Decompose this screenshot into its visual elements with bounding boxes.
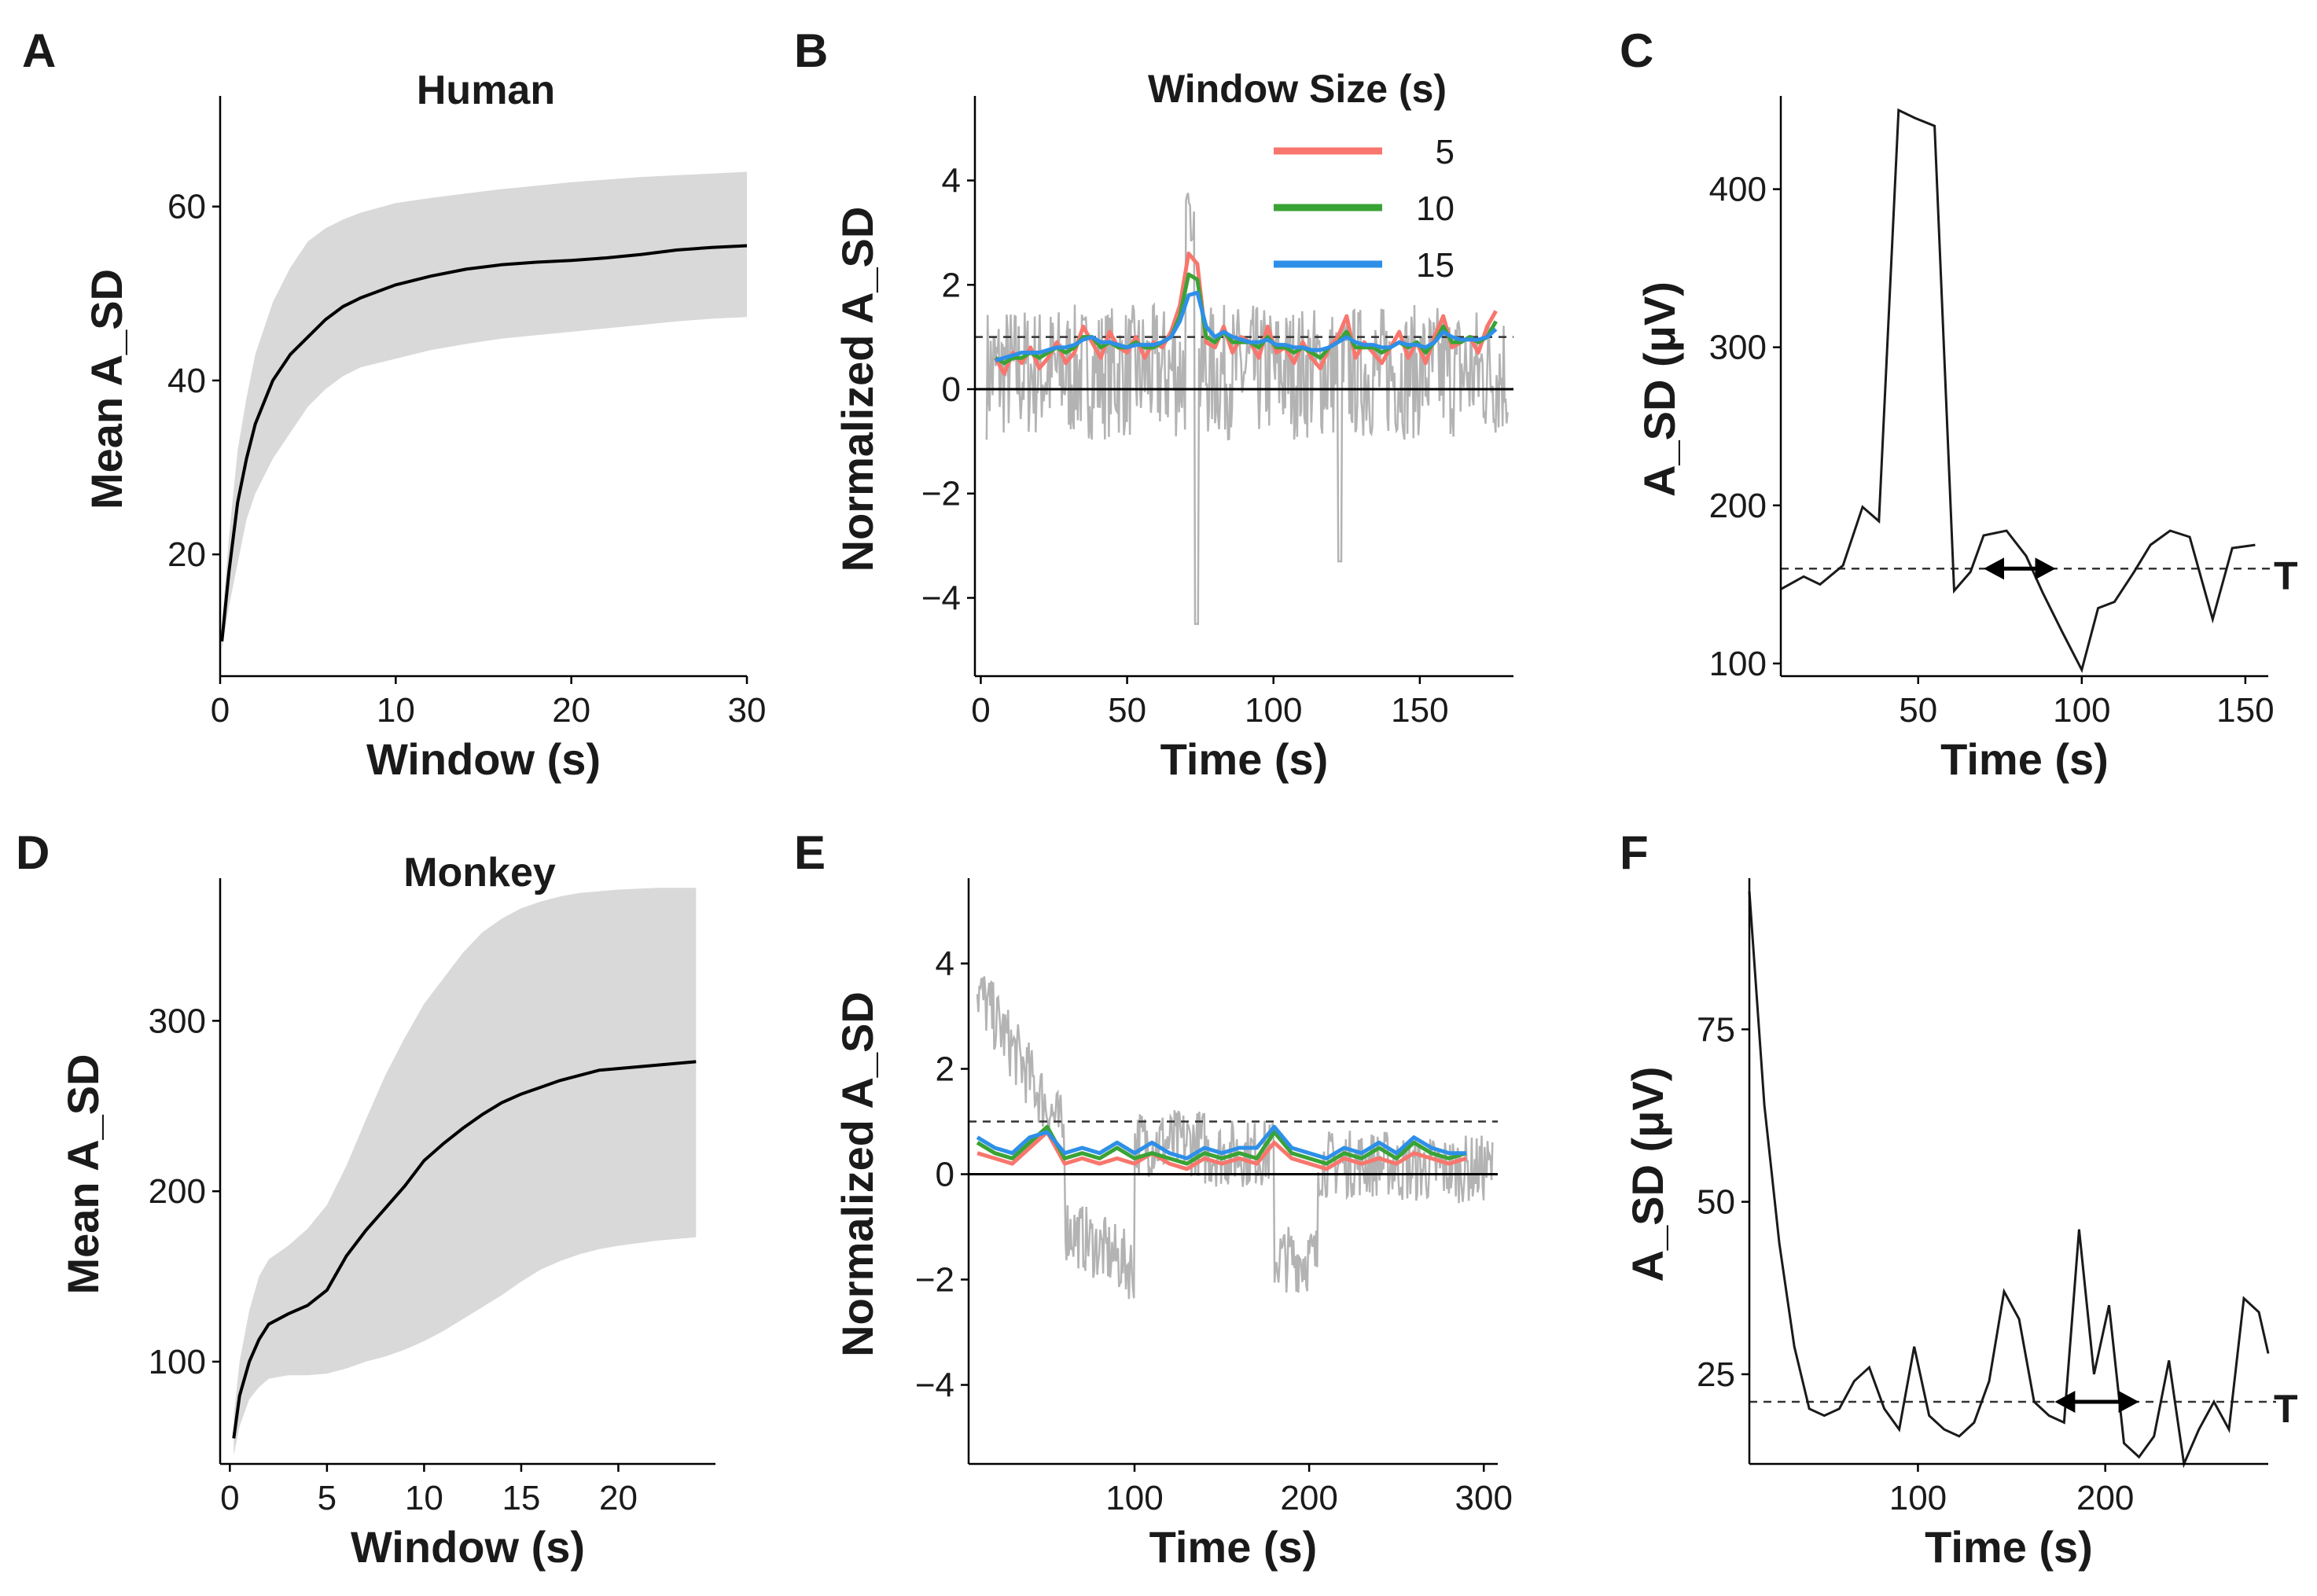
panel-d-y-axis-title: Mean A_SD [58,1054,108,1294]
panel-f-chart: T 100 200 25 50 75 Time (s) A_SD (μV) [1623,878,2298,1572]
panel-d-mean-line [232,1060,697,1439]
panel-f-x-axis-title: Time (s) [1925,1522,2093,1572]
panel-c-chart: T 50 100 150 100 200 300 400 Time (s) A_SD (μV) [1635,96,2298,784]
panel-c-y-tick-label: 100 [1709,645,1767,683]
panel-e-x-tick-label: 200 [1280,1479,1337,1517]
panel-e-series-15s [976,1124,1466,1160]
panel-a-mean-line [220,244,748,642]
panel-d-x-tick-label: 20 [599,1479,638,1517]
panel-b-y-tick-label: 2 [942,266,961,304]
panel-e-y-tick-label: 4 [936,945,954,984]
panel-c-x-tick-label: 50 [1899,691,1937,730]
panel-b-legend-title: Window Size (s) [1148,67,1447,111]
panel-c-y-tick-label: 200 [1709,487,1767,525]
panel-letter-c: C [1620,24,1653,77]
panel-e-y-tick-label: 2 [936,1050,954,1089]
panel-f-x-tick-label: 100 [1889,1479,1947,1517]
panel-c-x-tick-label: 150 [2216,691,2274,730]
panel-e-series-5s [976,1130,1467,1171]
panel-d-x-tick-label: 15 [502,1479,540,1517]
panel-d: D 0 5 10 15 20 100 200 300 Window (s) Mean A_SD Mo… [16,826,715,1572]
panel-a: A 0 10 20 30 20 40 60 Window (s) Mean A_SD Human [22,24,766,784]
panel-b-y-tick-label: 0 [942,370,961,409]
panel-letter-b: B [794,24,828,77]
panel-e-series-10s [976,1124,1467,1166]
panel-d-x-axis-title: Window (s) [351,1522,585,1572]
panel-d-chart: 0 5 10 15 20 100 200 300 Window (s) Mean A_SD Monk… [58,850,715,1572]
panel-e-y-axis-title: Normalized A_SD [833,991,882,1357]
panel-a-y-axis-title: Mean A_SD [82,269,131,509]
panel-e-y-tick-label: −4 [915,1366,954,1405]
panel-f: F T 100 200 25 50 75 Time (s) A_SD (μV) [1620,826,2298,1572]
panel-b-series-15s [995,290,1498,362]
panel-b-series-10s [994,272,1498,366]
panel-e-x-tick-label: 300 [1455,1479,1513,1517]
panel-b-y-axis-title: Normalized A_SD [833,207,882,572]
panel-e-y-tick-label: −2 [915,1261,954,1300]
panel-b-x-tick-label: 100 [1245,691,1302,730]
panel-a-y-tick-label: 60 [167,188,206,226]
panel-c-y-tick-label: 300 [1709,329,1767,367]
panel-f-arrow-head-right [2118,1391,2139,1414]
panel-d-x-tick-label: 5 [318,1479,337,1517]
panel-b: B 0 50 100 150 −4 −2 0 2 4 Time (s) Normalized A_S… [794,24,1513,784]
panel-b-legend-label-10: 10 [1416,189,1455,228]
panel-f-asd-line [1748,891,2270,1469]
panel-a-x-axis-title: Window (s) [366,734,601,784]
panel-d-x-tick-label: 10 [405,1479,443,1517]
panel-a-x-tick-label: 30 [728,691,767,730]
panel-letter-f: F [1620,826,1649,879]
panel-letter-a: A [22,24,56,77]
panel-e-x-tick-label: 100 [1105,1479,1163,1517]
panel-a-y-tick-label: 40 [167,362,206,400]
panel-f-y-tick-label: 25 [1697,1355,1735,1394]
panel-d-x-tick-label: 0 [220,1479,239,1517]
panel-d-title: Monkey [403,850,556,895]
panel-f-y-tick-label: 50 [1697,1183,1735,1222]
panel-c-arrow-head-left [1983,557,2004,580]
panel-b-y-tick-label: −4 [921,579,961,617]
panel-e: E 100 200 300 −4 −2 0 2 4 Time (s) Normalized A_S… [794,826,1513,1572]
panel-letter-e: E [794,826,826,879]
panel-c: C T 50 100 150 100 200 300 400 Time (s) A_SD (μV) [1620,24,2298,784]
panel-e-raw-trace [976,976,1494,1300]
panel-c-threshold-label: T [2274,553,2298,598]
panel-b-legend-label-15: 15 [1416,246,1455,285]
panel-b-y-tick-label: 4 [942,162,961,200]
panel-a-chart: 0 10 20 30 20 40 60 Window (s) Mean A_SD Human [82,68,766,784]
panel-a-sd-band [222,171,747,650]
panel-b-y-tick-label: −2 [921,475,961,513]
panel-a-y-tick-label: 20 [167,535,206,574]
panel-c-x-tick-label: 100 [2053,691,2110,730]
panel-c-y-axis-title: A_SD (μV) [1635,281,1684,497]
panel-f-y-tick-label: 75 [1697,1010,1735,1049]
panel-e-y-tick-label: 0 [936,1156,954,1194]
panel-b-chart: 0 50 100 150 −4 −2 0 2 4 Time (s) Normalized A_SD W… [833,67,1513,784]
panel-d-y-tick-label: 300 [149,1002,206,1040]
panel-a-x-tick-label: 0 [211,691,230,730]
panel-a-x-tick-label: 20 [552,691,590,730]
panel-b-x-tick-label: 150 [1391,691,1448,730]
panel-d-y-tick-label: 200 [149,1172,206,1211]
panel-b-x-tick-label: 50 [1108,691,1146,730]
panel-c-arrow-head-right [2035,557,2056,580]
panel-f-x-tick-label: 200 [2076,1479,2134,1517]
panel-f-arrow-head-left [2054,1391,2076,1414]
panel-e-x-axis-title: Time (s) [1149,1522,1318,1572]
panel-b-x-axis-title: Time (s) [1160,734,1329,784]
panel-c-y-tick-label: 400 [1709,171,1767,209]
panel-d-sd-band [234,888,697,1456]
panel-b-x-tick-label: 0 [971,691,990,730]
panel-b-legend-label-5: 5 [1436,133,1455,171]
panel-a-title: Human [417,68,555,113]
panel-c-asd-line [1780,108,2256,674]
panel-f-threshold-label: T [2274,1387,2298,1431]
panel-f-y-axis-title: A_SD (μV) [1623,1067,1672,1282]
panel-letter-d: D [16,826,50,879]
panel-e-chart: 100 200 300 −4 −2 0 2 4 Time (s) Normalized A_SD [833,878,1513,1572]
panel-c-x-axis-title: Time (s) [1940,734,2109,784]
panel-a-x-tick-label: 10 [377,691,415,730]
panel-d-y-tick-label: 100 [149,1343,206,1381]
